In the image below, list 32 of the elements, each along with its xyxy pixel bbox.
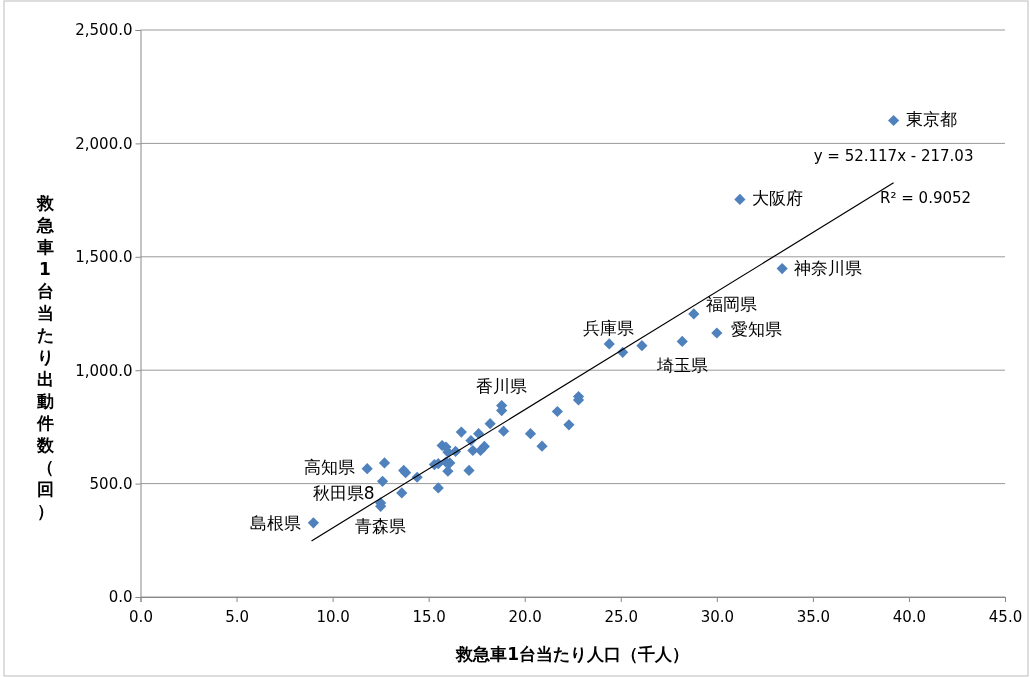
x-tick-label: 5.0 [225, 607, 249, 626]
y-tick-label: 2,000.0 [75, 134, 133, 153]
x-tick-label: 10.0 [316, 607, 350, 626]
x-tick-label: 40.0 [892, 607, 927, 626]
y-tick-label: 0.0 [108, 588, 133, 607]
annotation: y = 52.117x - 217.03 [813, 146, 974, 165]
x-tick-label: 20.0 [508, 607, 542, 626]
y-tick-label: 2,500.0 [75, 21, 133, 40]
annotation: 埼玉県 [655, 355, 708, 376]
annotation: 愛知県 [730, 319, 782, 339]
x-tick-label: 35.0 [796, 607, 831, 626]
x-tick-label: 0.0 [129, 607, 153, 626]
annotation: R² = 0.9052 [880, 188, 972, 207]
annotation: 兵庫県 [582, 317, 634, 338]
y-tick-label: 1,500.0 [75, 248, 133, 267]
y-tick-label: 1,000.0 [75, 361, 133, 380]
annotation: 東京都 [905, 109, 957, 130]
annotation: 福岡県 [705, 293, 757, 314]
annotation: 秋田県8 [312, 482, 375, 503]
annotation: 神奈川県 [794, 257, 863, 278]
x-tick-label: 30.0 [700, 607, 735, 626]
y-tick-label: 500.0 [89, 474, 133, 493]
annotation: 青森県 [355, 516, 407, 537]
x-tick-label: 25.0 [604, 607, 638, 626]
x-tick-label: 45.0 [988, 607, 1023, 626]
annotation: 香川県 [476, 375, 528, 396]
annotation: 島根県 [250, 512, 302, 533]
text: 救急車1台当たり出動件数（回） [36, 192, 54, 521]
annotation: 大阪府 [751, 188, 803, 209]
x-axis-title: 救急車1台当たり人口（千人） [455, 644, 690, 664]
annotation: 高知県 [304, 456, 356, 477]
x-tick-label: 15.0 [412, 607, 446, 626]
